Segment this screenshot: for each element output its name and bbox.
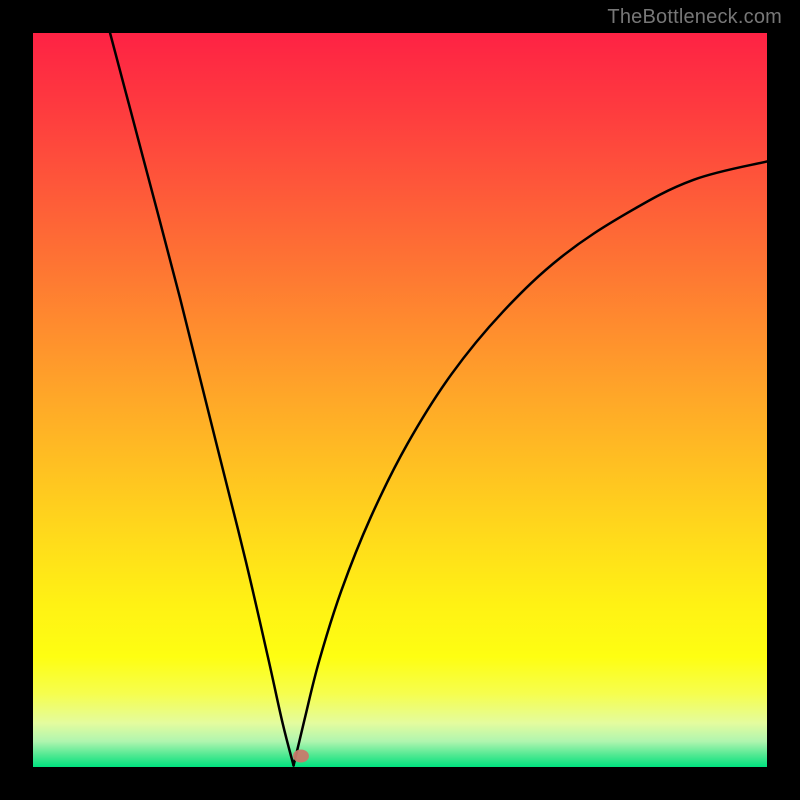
watermark-text: TheBottleneck.com bbox=[607, 6, 782, 29]
chart-plot-area bbox=[33, 33, 767, 767]
gradient-background bbox=[33, 33, 767, 767]
bottleneck-curve-chart bbox=[33, 33, 767, 767]
minimum-marker-dot bbox=[293, 749, 309, 762]
